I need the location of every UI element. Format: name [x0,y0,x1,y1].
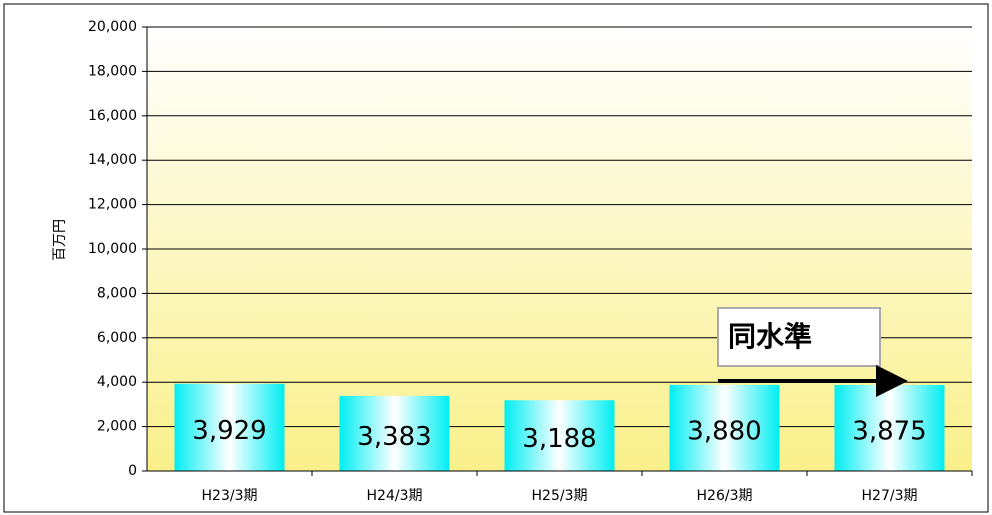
y-tick-label: 18,000 [88,63,137,79]
y-tick-label: 10,000 [88,241,137,257]
y-tick-label: 8,000 [97,285,137,301]
bar [504,400,615,471]
y-tick-label: 2,000 [97,419,137,435]
y-tick-label: 4,000 [97,374,137,390]
x-tick-label: H23/3期 [202,488,258,504]
value-label: 3,383 [357,422,431,452]
x-tick-label: H26/3期 [697,488,753,504]
value-label: 3,188 [522,424,596,454]
bar [174,383,285,471]
y-tick-label: 16,000 [88,108,137,124]
x-tick-label: H24/3期 [367,488,423,504]
value-label: 3,880 [687,416,761,446]
x-tick-label: H25/3期 [532,488,588,504]
y-tick-label: 14,000 [88,152,137,168]
x-tick-label: H27/3期 [862,488,918,504]
y-tick-label: 6,000 [97,330,137,346]
y-tick-label: 12,000 [88,197,137,213]
annotation: 同水準 [728,320,812,353]
bar [339,395,450,471]
annotation-box [717,307,881,367]
bar [834,384,945,471]
y-tick-label: 20,000 [88,19,137,35]
y-tick-label: 0 [128,463,137,479]
value-label: 3,875 [852,416,926,446]
value-label: 3,929 [192,416,266,446]
y-axis-label: 百万円 [52,219,68,261]
bar [669,384,780,471]
